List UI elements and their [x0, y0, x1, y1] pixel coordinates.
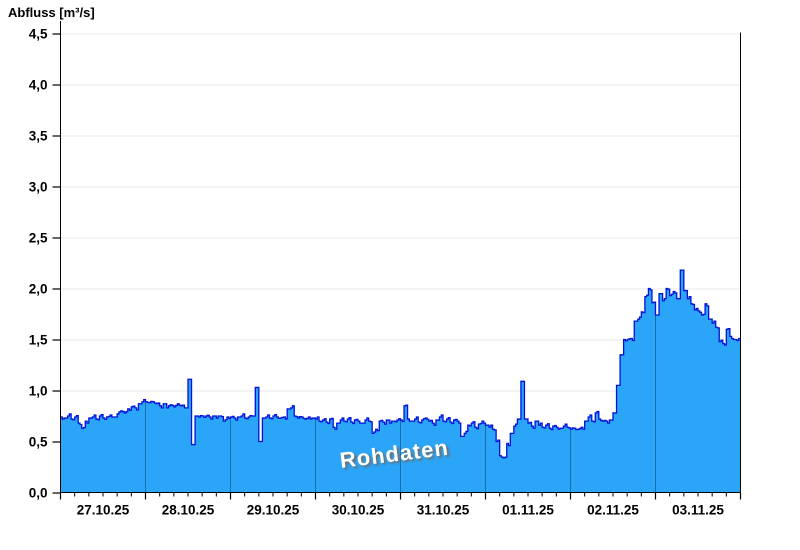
x-tick-label: 30.10.25 [332, 503, 385, 518]
y-tick-label: 4,0 [29, 78, 48, 93]
x-axis-ticks: 27.10.25 28.10.25 29.10.25 30.10.25 31.10.25… [59, 492, 742, 518]
y-tick-label: 1,0 [29, 384, 48, 399]
y-axis-title: Abfluss [m³/s] [8, 5, 95, 20]
y-gridlines [60, 33, 741, 443]
y-tick-label: 2,0 [29, 282, 48, 297]
x-tick-label: 29.10.25 [247, 503, 300, 518]
x-tick-label: 02.11.25 [587, 503, 639, 518]
x-tick-label: 27.10.25 [77, 503, 130, 518]
x-tick-label: 03.11.25 [672, 503, 724, 518]
data-line [60, 269, 741, 459]
y-tick-label: 1,5 [29, 333, 48, 348]
x-tick-label: 31.10.25 [417, 503, 470, 518]
y-tick-label: 0,5 [29, 435, 48, 450]
y-tick-label: 0,0 [29, 486, 48, 501]
y-tick-label: 2,5 [29, 231, 48, 246]
x-tick-label: 28.10.25 [162, 503, 215, 518]
y-tick-label: 4,5 [29, 27, 48, 42]
y-axis-ticks: 0,0 0,5 1,0 1,5 2,0 2,5 3,0 3,5 4,0 4,5 [29, 27, 61, 501]
x-tick-label: 01.11.25 [502, 503, 554, 518]
y-tick-label: 3,0 [29, 180, 48, 195]
area-series-fill [60, 270, 741, 493]
y-tick-label: 3,5 [29, 129, 48, 144]
